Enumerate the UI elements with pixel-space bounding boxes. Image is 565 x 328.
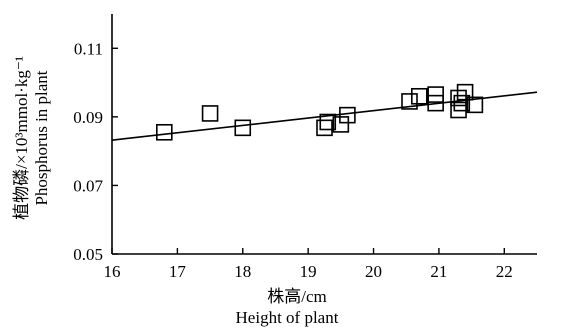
data-point-square (450, 89, 467, 107)
data-point-square (201, 105, 219, 122)
data-point-square (234, 119, 252, 137)
y-axis-title-english: Phosphorus in plant (32, 70, 51, 205)
data-points (156, 83, 484, 141)
x-tick-label: 16 (104, 262, 121, 281)
y-tick-label: 0.05 (73, 245, 103, 264)
data-point-square (453, 94, 471, 112)
data-point-square (411, 87, 428, 105)
data-point-square (332, 116, 350, 133)
axes (111, 14, 537, 255)
data-point-square (466, 96, 484, 114)
data-point-square (156, 123, 173, 141)
x-tick-label: 17 (169, 262, 187, 281)
data-point-square (319, 113, 337, 131)
x-tick-label: 20 (365, 262, 382, 281)
x-axis-title-chinese: 株高/cm (267, 287, 327, 306)
data-point-square (339, 106, 356, 124)
data-point-square (427, 86, 444, 103)
x-tick-label: 21 (430, 262, 447, 281)
y-tick-label: 0.07 (73, 176, 103, 195)
ticks: 16 17 18 19 20 21 22 0.05 0.07 0.09 0.11 (73, 39, 513, 281)
y-tick-label: 0.11 (74, 39, 103, 58)
x-axis-title-english: Height of plant (236, 308, 339, 327)
x-tick-label: 22 (496, 262, 513, 281)
x-tick-label: 18 (234, 262, 251, 281)
x-tick-label: 19 (300, 262, 317, 281)
data-point-square (456, 83, 474, 101)
y-axis-title-chinese: 植物磷/×10³mmol·kg⁻¹ (12, 56, 31, 220)
data-point-square (401, 93, 418, 110)
data-point-square (316, 119, 333, 137)
y-tick-label: 0.09 (73, 108, 103, 127)
data-point-square (427, 94, 444, 112)
